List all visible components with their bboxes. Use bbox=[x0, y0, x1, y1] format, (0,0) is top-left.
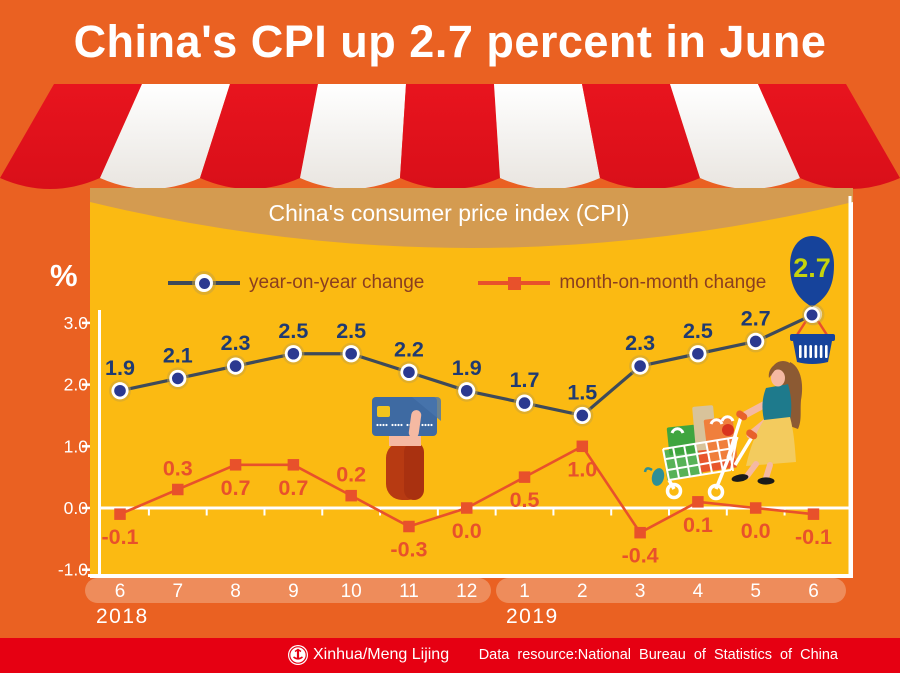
y-tick-label: 0.0 bbox=[64, 498, 89, 518]
marker-square bbox=[507, 276, 521, 290]
legend-item-yoy: year-on-year change bbox=[168, 270, 424, 296]
chart-title: China's consumer price index (CPI) bbox=[268, 200, 630, 226]
legend-item-mom: month-on-month change bbox=[478, 270, 766, 296]
awning-stripe bbox=[100, 84, 230, 189]
awning-stripe bbox=[758, 84, 900, 189]
awning-stripe bbox=[582, 84, 700, 189]
awning-stripe bbox=[494, 84, 600, 189]
year-label-2019: 2019 bbox=[506, 605, 559, 628]
yoy-line-marker-icon bbox=[168, 271, 240, 295]
data-source-text: Data resource:National Bureau of Statist… bbox=[478, 647, 838, 663]
awning-decoration bbox=[0, 84, 900, 189]
awning-stripe bbox=[670, 84, 800, 189]
marker-dot bbox=[198, 277, 210, 289]
page-title: China's CPI up 2.7 percent in June bbox=[73, 16, 827, 67]
y-tick-label: -1.0 bbox=[58, 560, 88, 580]
chart-panel: China's consumer price index (CPI) bbox=[90, 188, 853, 578]
credit-text: Xinhua/Meng Lijing bbox=[313, 646, 450, 663]
awning-stripe bbox=[300, 84, 406, 189]
footer: Xinhua/Meng Lijing Data resource:Nationa… bbox=[0, 638, 900, 673]
y-tick-label: 2.0 bbox=[64, 375, 89, 395]
chart-legend: year-on-year change month-on-month chang… bbox=[168, 270, 766, 296]
year-label-2018: 2018 bbox=[96, 605, 149, 628]
awning-stripe bbox=[200, 84, 318, 189]
x-axis-2018-band bbox=[85, 578, 491, 603]
x-axis-2019-band bbox=[496, 578, 846, 603]
title-band-arc bbox=[90, 188, 853, 248]
y-axis-unit-label: % bbox=[50, 258, 78, 293]
y-tick-label: 1.0 bbox=[64, 436, 89, 456]
awning-stripe bbox=[400, 84, 500, 189]
y-tick-label: 3.0 bbox=[64, 313, 89, 333]
mom-line-marker-icon bbox=[478, 276, 551, 290]
awning-stripe bbox=[0, 84, 142, 189]
legend-label-yoy: year-on-year change bbox=[249, 272, 425, 293]
legend-label-mom: month-on-month change bbox=[559, 272, 767, 293]
xinhua-logo-icon bbox=[288, 645, 308, 665]
